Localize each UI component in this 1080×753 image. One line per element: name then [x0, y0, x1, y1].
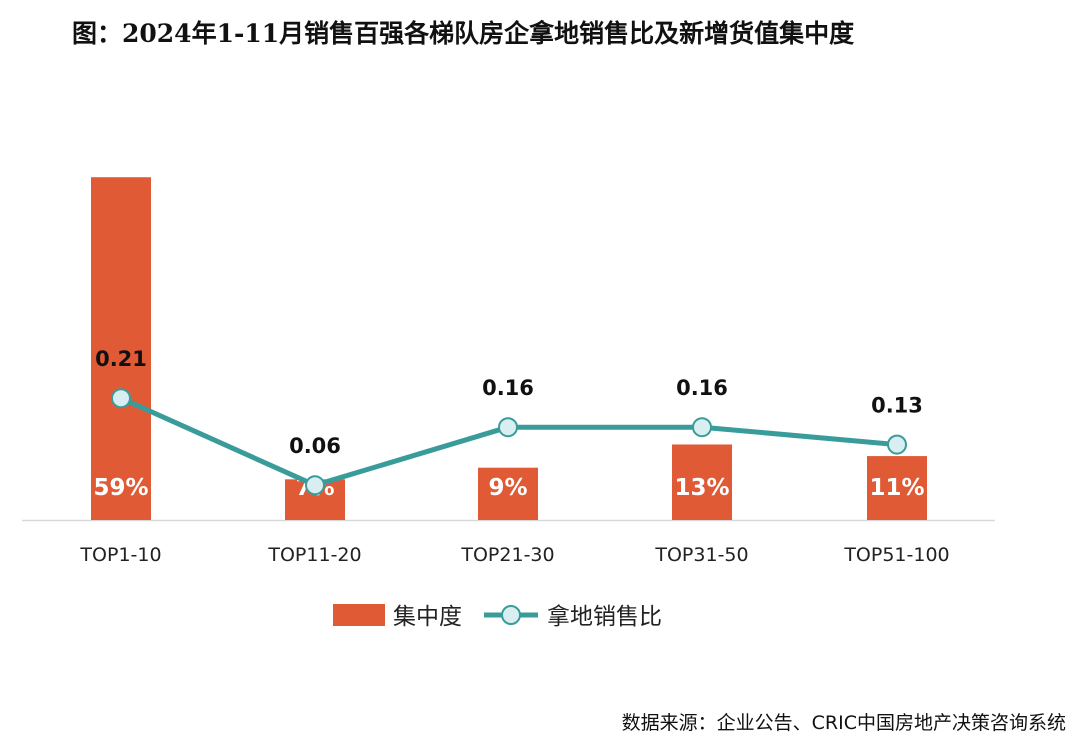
x-tick-label: TOP11-20	[267, 544, 361, 566]
line-marker	[111, 388, 131, 409]
bar-label: 9%	[488, 475, 527, 501]
x-tick-label: TOP1-10	[79, 544, 161, 566]
x-tick-label: TOP31-50	[654, 544, 748, 566]
source-note: 数据来源：企业公告、CRIC中国房地产决策咨询系统	[621, 712, 1066, 734]
x-tick-label: TOP21-30	[460, 544, 554, 566]
bar-label: 11%	[869, 475, 924, 501]
line-label: 0.16	[676, 376, 728, 400]
chart: 59%TOP1-107%TOP11-209%TOP21-3013%TOP31-5…	[22, 177, 995, 630]
line-marker	[498, 417, 518, 438]
chart-title: 图：2024年1-11月销售百强各梯队房企拿地销售比及新增货值集中度	[72, 19, 855, 48]
line-label: 0.13	[871, 394, 923, 418]
line-label: 0.16	[482, 376, 534, 400]
line-marker	[305, 475, 325, 496]
legend-line-marker	[501, 605, 521, 625]
legend-bar-swatch	[333, 604, 385, 626]
line-label: 0.21	[95, 347, 147, 371]
line-label: 0.06	[289, 434, 341, 458]
bar-TOP51-100	[867, 456, 927, 520]
legend-bar-label: 集中度	[393, 604, 462, 630]
bar-TOP1-10	[91, 177, 151, 520]
bar-TOP31-50	[672, 444, 732, 520]
bar-label: 59%	[93, 475, 148, 501]
legend-line-label: 拿地销售比	[547, 603, 662, 630]
bar-TOP21-30	[478, 467, 538, 520]
x-tick-label: TOP51-100	[843, 544, 949, 566]
line-marker	[887, 434, 907, 455]
line-marker	[692, 417, 712, 438]
bar-label: 13%	[674, 475, 729, 501]
